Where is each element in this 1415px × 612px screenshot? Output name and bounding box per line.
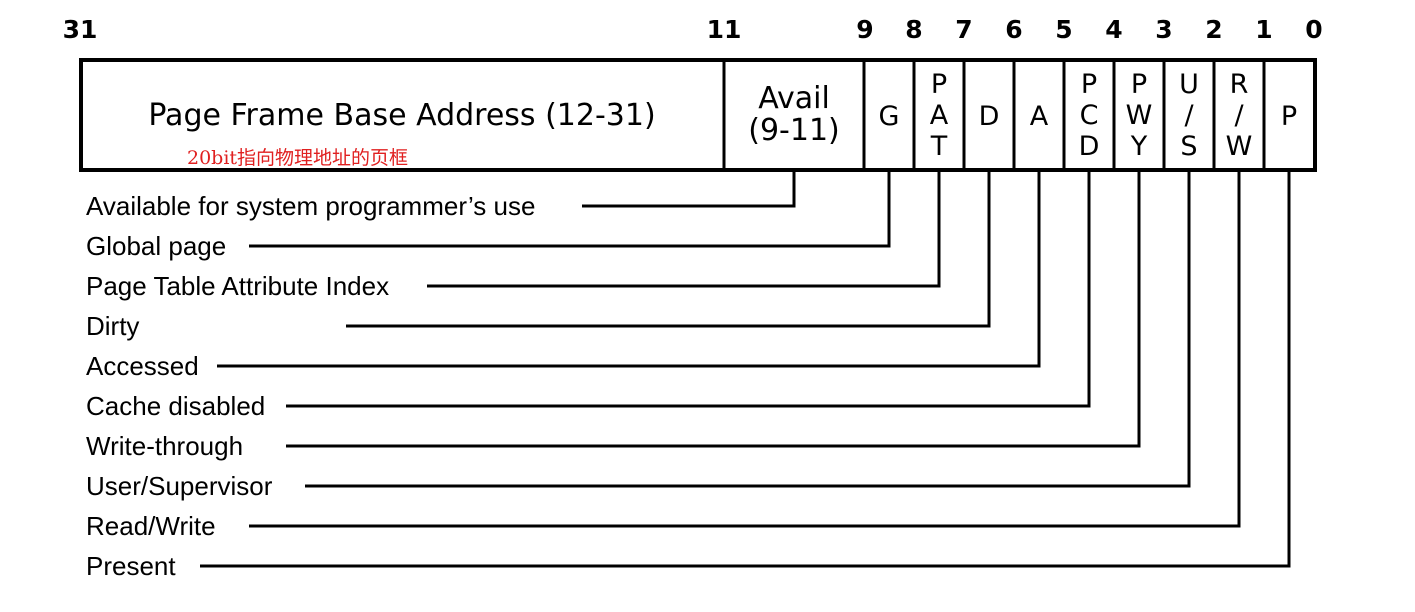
description-labels: Available for system programmer’s use Gl… <box>86 191 535 581</box>
field-base-note: 20bit指向物理地址的页框 <box>187 147 408 169</box>
leader-accessed <box>217 170 1041 368</box>
field-base-address: Page Frame Base Address (12-31) <box>148 98 655 133</box>
field-a: A <box>1030 101 1049 132</box>
field-us-1: U <box>1179 69 1199 100</box>
desc-global-page: Global page <box>86 231 226 261</box>
bit-number-row: 31 11 9 8 7 6 5 4 3 2 1 0 <box>63 15 1323 44</box>
leader-lines <box>200 170 1291 568</box>
desc-cache-disabled: Cache disabled <box>86 391 265 421</box>
field-rw-2: / <box>1234 100 1244 131</box>
bit-number-9: 9 <box>856 15 873 44</box>
field-d: D <box>979 101 1000 132</box>
bit-number-11: 11 <box>707 15 742 44</box>
field-pcd-2: C <box>1080 100 1099 131</box>
desc-present: Present <box>86 551 176 581</box>
desc-pat: Page Table Attribute Index <box>86 271 389 301</box>
field-labels: Page Frame Base Address (12-31) 20bit指向物… <box>148 69 1297 169</box>
leader-present <box>200 170 1291 568</box>
desc-user-supervisor: User/Supervisor <box>86 471 273 501</box>
bit-number-4: 4 <box>1105 15 1122 44</box>
field-avail-line1: Avail <box>758 81 830 116</box>
field-rw-3: W <box>1226 131 1253 162</box>
desc-accessed: Accessed <box>86 351 199 381</box>
desc-write-through: Write-through <box>86 431 243 461</box>
field-avail-line2: (9-11) <box>748 113 840 148</box>
desc-dirty: Dirty <box>86 311 139 341</box>
entry-box <box>79 58 1317 172</box>
leader-read-write <box>249 170 1241 528</box>
field-us-3: S <box>1180 131 1197 162</box>
field-us-2: / <box>1184 100 1194 131</box>
bit-number-31: 31 <box>63 15 98 44</box>
field-pwt-3: Y <box>1130 131 1148 162</box>
field-pat-3: T <box>930 131 948 162</box>
field-p: P <box>1281 101 1297 132</box>
bit-number-0: 0 <box>1305 15 1322 44</box>
field-g: G <box>879 101 900 132</box>
bit-number-7: 7 <box>955 15 972 44</box>
field-rw-1: R <box>1230 69 1249 100</box>
desc-read-write: Read/Write <box>86 511 216 541</box>
field-pat-2: A <box>930 100 949 131</box>
leader-global-page <box>249 170 891 248</box>
field-pwt-2: W <box>1126 100 1153 131</box>
entry-outline <box>79 58 1317 172</box>
bit-number-5: 5 <box>1055 15 1072 44</box>
leader-cache-disabled <box>286 170 1091 408</box>
field-pcd-3: D <box>1079 131 1100 162</box>
leader-write-through <box>286 170 1141 448</box>
bit-number-3: 3 <box>1155 15 1172 44</box>
field-pcd-1: P <box>1081 69 1097 100</box>
bit-number-8: 8 <box>905 15 922 44</box>
leader-available <box>582 170 796 208</box>
leader-user-supervisor <box>305 170 1191 488</box>
bit-number-6: 6 <box>1005 15 1022 44</box>
leader-dirty <box>346 170 991 328</box>
leader-pat <box>427 170 941 288</box>
desc-available: Available for system programmer’s use <box>86 191 535 221</box>
bit-number-1: 1 <box>1255 15 1272 44</box>
bit-number-2: 2 <box>1205 15 1222 44</box>
field-pat-1: P <box>931 69 947 100</box>
field-pwt-1: P <box>1131 69 1147 100</box>
